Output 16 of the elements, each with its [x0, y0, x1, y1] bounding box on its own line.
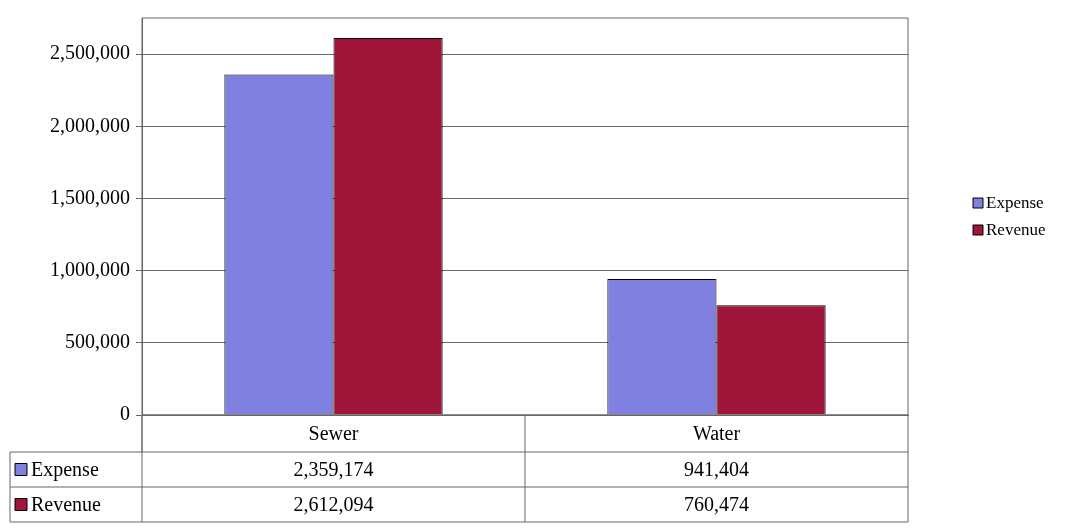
y-tick-label: 2,000,000: [50, 113, 130, 136]
y-tick-label: 1,000,000: [50, 257, 130, 280]
legend-label: Revenue: [986, 220, 1046, 240]
text: Expense: [986, 193, 1044, 213]
data-label: 760,474: [684, 492, 749, 515]
data-label: 2,612,094: [293, 492, 374, 515]
x-tick-label: Water: [692, 421, 741, 444]
text: Revenue: [31, 492, 101, 515]
y-tick-label: 0: [120, 402, 130, 425]
y-tick-label: 2,500,000: [50, 41, 130, 64]
x-tick-label: Sewer: [308, 421, 359, 444]
y-tick-label: 500,000: [65, 330, 130, 353]
legend-label: Expense: [31, 457, 99, 481]
data-label: 2,359,174: [293, 457, 374, 480]
y-tick-label: 1,500,000: [50, 185, 130, 208]
data-label: 941,404: [684, 457, 749, 480]
